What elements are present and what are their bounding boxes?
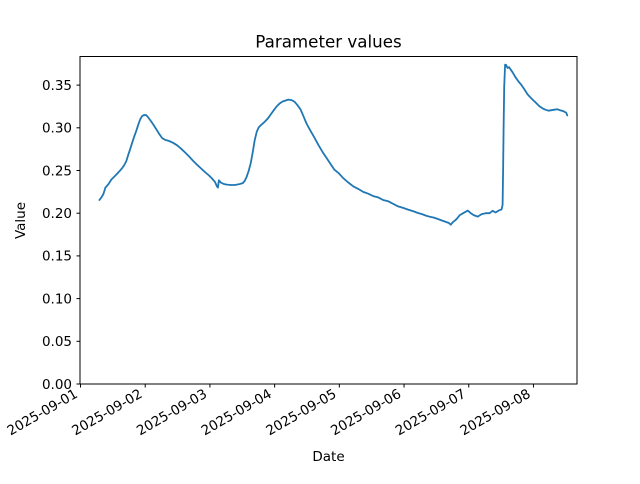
y-tick-label: 0.20 <box>42 206 72 222</box>
plot-frame <box>79 56 578 385</box>
x-tick-label: 2025-09-06 <box>328 386 404 439</box>
x-tick-label: 2025-09-07 <box>393 386 469 439</box>
x-tick-label: 2025-09-03 <box>134 386 210 439</box>
parameter-values-line <box>98 63 569 226</box>
y-tick-label: 0.30 <box>42 121 72 137</box>
chart-title: Parameter values <box>255 32 401 52</box>
y-axis-label: Value <box>13 202 29 239</box>
x-tick-label: 2025-09-02 <box>69 386 145 439</box>
x-tick-label: 2025-09-05 <box>263 386 339 439</box>
y-tick-label: 0.05 <box>42 334 72 350</box>
axes-layer: 2025-09-012025-09-022025-09-032025-09-04… <box>5 56 578 439</box>
x-tick-label: 2025-09-04 <box>199 386 275 439</box>
x-tick-label: 2025-09-08 <box>457 386 533 439</box>
y-tick-label: 0.35 <box>42 78 72 94</box>
x-axis-label: Date <box>312 449 344 465</box>
y-tick-label: 0.10 <box>42 291 72 307</box>
y-tick-label: 0.15 <box>42 249 72 265</box>
y-tick-label: 0.25 <box>42 163 72 179</box>
x-tick-label: 2025-09-01 <box>5 386 81 439</box>
y-tick-label: 0.00 <box>42 377 72 393</box>
